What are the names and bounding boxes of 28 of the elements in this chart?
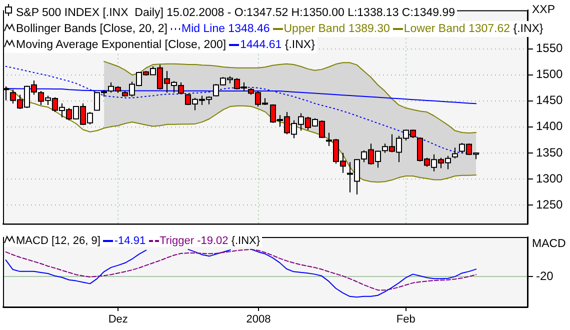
- annotation: {.INX}: [284, 39, 315, 51]
- text: MACD [12, 26, 9]: [16, 235, 100, 247]
- legend-label: 1444.61: [240, 39, 282, 51]
- x-tick-label: 2008: [246, 314, 271, 326]
- y-tick-label: 1450: [536, 93, 564, 108]
- annotation: Moving Average Exponential [Close, 200]: [16, 39, 226, 51]
- legend-label: -14.91: [114, 235, 146, 247]
- legend-label: Upper Band 1389.30: [284, 23, 390, 35]
- line-series: [104, 60, 477, 134]
- legend-label: Mid Line 1348.46: [182, 23, 270, 35]
- y-axis-title: XXP: [532, 4, 556, 16]
- y-tick-label: 1400: [536, 119, 564, 134]
- text: {.INX}: [230, 235, 260, 247]
- y-tick-label: 1350: [536, 145, 564, 160]
- y-tick-label: 1500: [536, 67, 564, 82]
- x-tick-label: Dez: [108, 314, 128, 326]
- y-axis-title: MACD: [532, 238, 566, 250]
- y-tick-label: 1550: [536, 41, 564, 56]
- x-tick-label: Feb: [396, 314, 416, 326]
- text: -20: [536, 268, 554, 283]
- legend-label: Lower Band 1307.62: [404, 23, 510, 35]
- annotation: Bollinger Bands [Close, 20, 2]: [16, 23, 168, 35]
- y-tick-label: 1300: [536, 171, 564, 186]
- chart-title: S&P 500 INDEX [.INX Daily] 15.02.2008 - O:1347.52 H:1350.00 L:1338.13 C:1349.99: [16, 7, 455, 19]
- legend-label: Trigger -19.02: [160, 235, 228, 247]
- y-tick-label: 1250: [536, 197, 564, 212]
- line-series: [5, 86, 477, 183]
- text: {.INX}: [512, 23, 544, 35]
